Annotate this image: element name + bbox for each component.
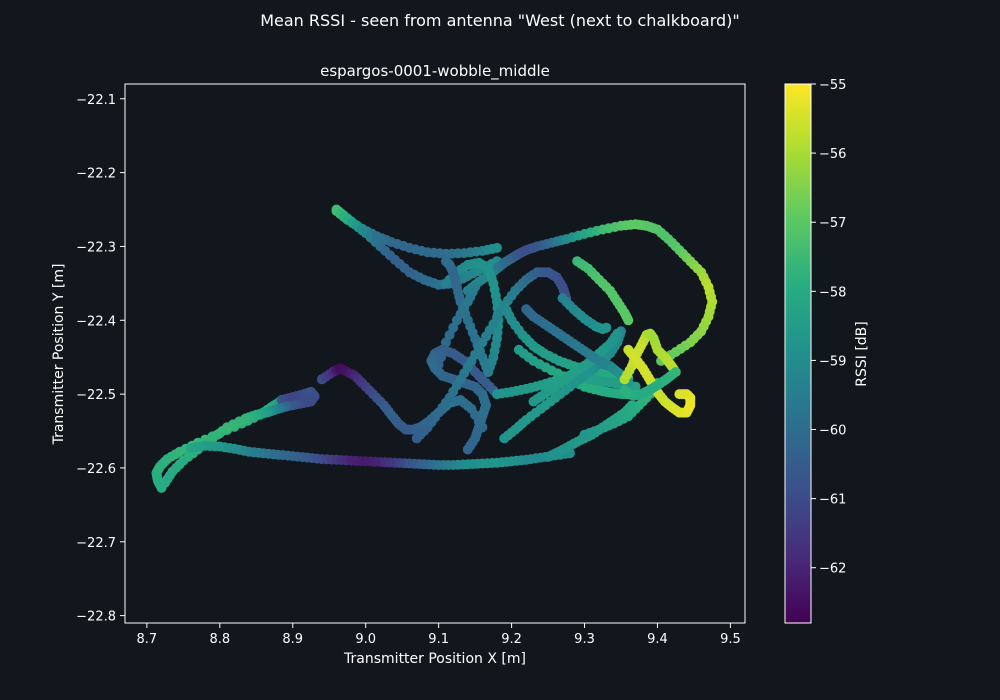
data-point	[492, 242, 502, 253]
data-point	[623, 315, 634, 326]
colorbar-label: RSSI [dB]	[854, 321, 870, 387]
x-tick-label: 9.3	[574, 632, 595, 647]
x-tick-label: 9.4	[647, 632, 668, 647]
x-tick-label: 8.7	[137, 632, 158, 647]
x-tick-label: 8.9	[282, 632, 303, 647]
data-point	[470, 282, 481, 292]
scatter-points	[151, 204, 718, 493]
data-point	[619, 385, 630, 396]
plot-title: espargos-0001-wobble_middle	[320, 62, 550, 81]
data-point	[440, 337, 451, 348]
y-tick-label: −22.5	[76, 388, 116, 403]
data-point	[440, 256, 451, 267]
colorbar	[784, 83, 812, 624]
y-axis-label: Transmitter Position Y [m]	[51, 264, 67, 446]
plot-frame	[124, 83, 746, 624]
x-tick-label: 9.5	[720, 632, 741, 647]
x-tick-label: 9.2	[501, 632, 522, 647]
colorbar-tick-label: −60	[819, 424, 846, 439]
figure-title: Mean RSSI - seen from antenna "West (nex…	[260, 11, 740, 30]
colorbar-tick-label: −56	[819, 147, 846, 162]
data-point	[612, 328, 623, 339]
y-tick-label: −22.3	[76, 240, 116, 255]
colorbar-tick-label: −61	[819, 493, 846, 508]
colorbar-ticks: −55 −56 −57 −58 −59 −60 −61 −62	[811, 78, 846, 577]
data-point	[448, 322, 459, 333]
y-tick-label: −22.6	[76, 462, 116, 477]
x-tick-label: 8.8	[209, 632, 230, 647]
colorbar-tick-label: −59	[819, 354, 846, 369]
y-tick-label: −22.1	[76, 93, 116, 108]
y-axis: −22.1 −22.2 −22.3 −22.4 −22.5 −22.6 −22.7 −22.8	[76, 93, 125, 625]
y-tick-label: −22.2	[76, 167, 116, 182]
colorbar-tick-label: −55	[819, 78, 846, 93]
x-tick-label: 9.0	[355, 632, 376, 647]
data-point	[601, 322, 612, 333]
y-tick-label: −22.8	[76, 610, 116, 625]
colorbar-tick-label: −62	[819, 562, 846, 577]
x-axis: 8.7 8.8 8.9 9.0 9.1 9.2 9.3 9.4 9.5	[137, 623, 741, 647]
colorbar-tick-label: −57	[819, 216, 846, 231]
y-tick-label: −22.4	[76, 314, 116, 329]
data-point	[674, 389, 685, 400]
x-axis-label: Transmitter Position X [m]	[343, 651, 526, 667]
y-tick-label: −22.7	[76, 536, 116, 551]
x-tick-label: 9.1	[428, 632, 449, 647]
data-point	[160, 477, 171, 488]
colorbar-tick-label: −58	[819, 285, 846, 300]
